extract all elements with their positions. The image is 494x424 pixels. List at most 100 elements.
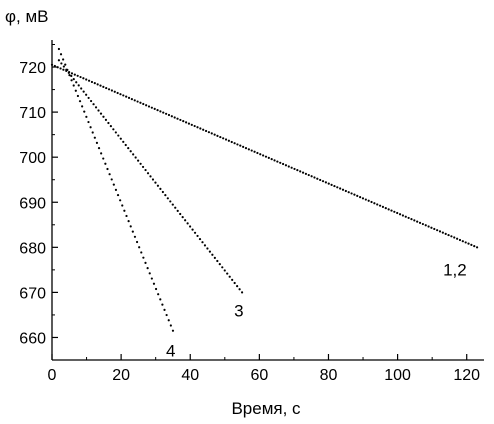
data-point [324,181,327,184]
data-point [233,142,236,145]
data-point [60,62,63,65]
data-point [149,175,152,178]
data-point [213,133,216,136]
data-point [114,188,118,191]
data-point [102,115,105,118]
data-point [316,177,319,180]
data-point [359,196,362,199]
data-point [62,58,65,61]
x-tick-label: 40 [181,367,199,384]
data-point [77,84,80,87]
data-point [165,313,168,317]
data-point [78,100,82,103]
data-point [96,83,99,86]
data-point [453,236,456,239]
data-point [70,74,73,78]
data-point [444,232,447,235]
data-point [398,213,402,216]
data-point [64,63,67,66]
data-point [133,99,136,102]
data-point [213,256,216,259]
data-point [100,152,103,155]
data-point [87,79,91,82]
data-point [211,253,214,256]
data-point [129,150,132,153]
data-point [153,107,156,110]
data-point [85,93,88,96]
data-point [189,225,192,228]
data-point [313,176,316,179]
data-point [119,93,122,96]
data-point [293,167,296,171]
data-point [139,162,142,165]
data-point [99,112,103,115]
data-point [330,183,333,186]
data-point [208,250,211,253]
data-point [473,245,476,248]
data-point [81,105,84,108]
data-point [134,156,137,159]
data-point [87,96,90,100]
data-point [167,113,171,117]
data-point [131,230,134,233]
data-point [210,132,213,135]
data-point [381,205,385,208]
data-point [198,237,202,241]
data-point [203,244,207,247]
data-point [176,117,179,120]
data-point [145,104,148,107]
data-point [82,77,85,80]
data-point [95,141,99,145]
data-point [227,139,230,142]
data-point [222,137,225,140]
data-point [56,66,59,69]
data-point [112,128,115,131]
data-point [124,143,127,147]
data-point [228,275,231,278]
data-point [80,87,83,90]
data-point [157,293,160,296]
data-point [347,191,350,194]
data-point [152,282,156,285]
data-point [218,263,221,266]
data-point [279,161,282,164]
data-point [142,256,145,259]
series-3 [57,47,175,332]
data-point [219,135,222,139]
data-point [207,131,211,134]
data-point [224,138,228,141]
x-tick-label: 20 [112,367,130,384]
data-point [135,240,139,244]
data-point [184,121,188,124]
data-point [76,94,80,98]
data-point [376,203,379,206]
data-point [154,181,157,184]
data-point [156,184,160,187]
data-point [154,287,158,291]
data-point [119,199,122,202]
data-point [132,153,135,156]
data-point [140,251,143,254]
data-point [299,170,302,173]
data-point [159,298,162,301]
data-point [367,199,370,202]
data-point [199,127,202,130]
data-point [310,175,313,178]
data-point [182,120,185,123]
data-point [146,172,150,175]
data-point [148,272,151,275]
y-tick-label: 690 [19,195,46,212]
data-point [136,100,139,103]
data-point [301,171,305,174]
data-point [57,59,61,62]
data-point [456,237,459,240]
data-point [181,216,184,219]
series-group: 1,2 3 4 [50,47,479,361]
data-point [167,319,170,322]
data-point [129,225,132,228]
data-point [186,222,189,225]
data-point [276,160,279,163]
data-point [407,216,410,220]
ticks: 0 20 40 60 80 100 120 660 670 680 690 700 710 720 [19,44,480,384]
data-point [85,78,88,81]
